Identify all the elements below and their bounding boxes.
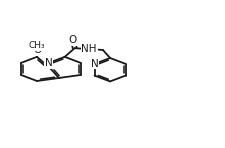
Text: NH: NH [81, 44, 97, 54]
Text: O: O [33, 45, 41, 55]
Text: N: N [91, 59, 98, 69]
Text: CH₃: CH₃ [29, 41, 45, 50]
Text: O: O [69, 35, 77, 45]
Text: N: N [45, 58, 53, 68]
